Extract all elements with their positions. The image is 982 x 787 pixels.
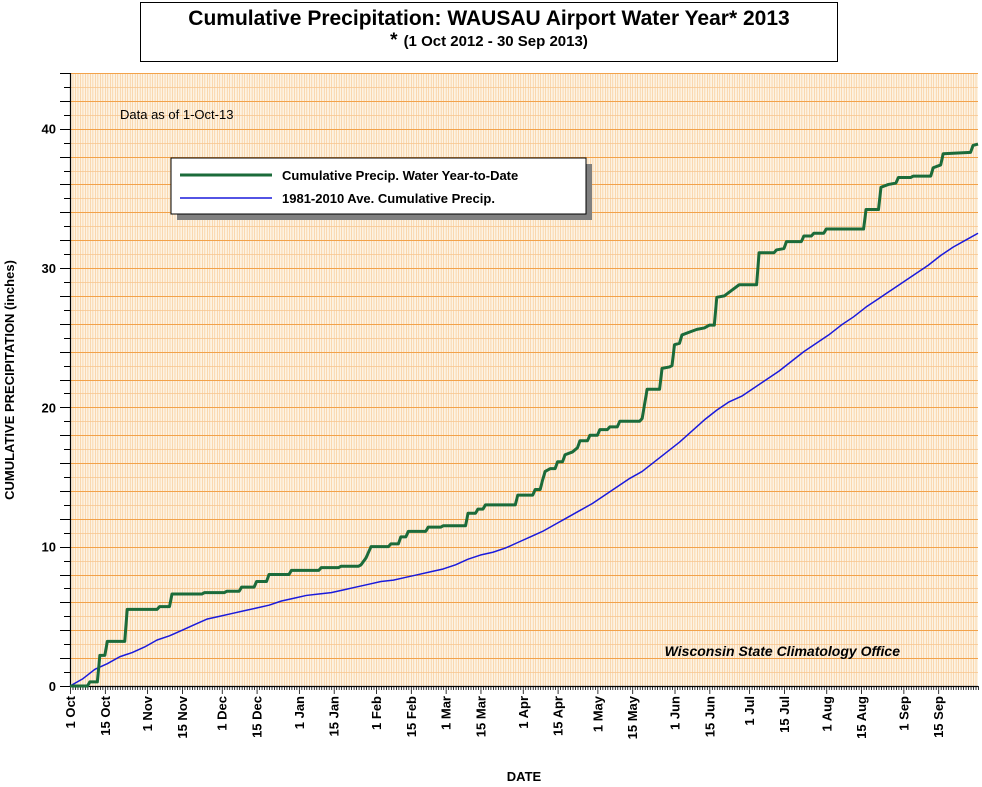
legend: Cumulative Precip. Water Year-to-Date 19… — [170, 157, 592, 220]
x-tick-label: 1 Jan — [292, 696, 307, 729]
series-lines — [69, 142, 979, 688]
x-tick-label: 1 Sep — [896, 696, 911, 731]
data-as-of-annotation: Data as of 1-Oct-13 — [120, 107, 233, 122]
legend-label-actual: Cumulative Precip. Water Year-to-Date — [282, 168, 518, 183]
subtitle-date-range: (1 Oct 2012 - 30 Sep 2013) — [403, 33, 588, 50]
x-tick-label: 15 Dec — [250, 696, 265, 738]
series-line-normal — [69, 232, 979, 687]
x-tick-label: 15 Jul — [777, 696, 792, 733]
x-tick-label: 1 Nov — [140, 695, 155, 731]
y-axis-ticks: 0 10 20 30 40 — [42, 73, 70, 694]
y-tick-label: 40 — [42, 122, 56, 137]
x-tick-label: 15 Sep — [931, 696, 946, 738]
x-tick-label: 15 Jun — [702, 696, 717, 737]
y-tick-label: 30 — [42, 261, 56, 276]
x-tick-label: 1 Dec — [215, 696, 230, 731]
y-tick-label: 20 — [42, 400, 56, 415]
chart-title-box: Cumulative Precipitation: WAUSAU Airport… — [140, 2, 838, 62]
x-tick-label: 1 Oct — [63, 695, 78, 728]
x-tick-label: 15 Feb — [404, 696, 419, 737]
x-tick-label: 15 May — [625, 695, 640, 739]
x-tick-label: 1 Jul — [742, 696, 757, 726]
legend-label-normal: 1981-2010 Ave. Cumulative Precip. — [282, 191, 495, 206]
subtitle-asterisk: * — [390, 30, 398, 51]
x-tick-label: 1 May — [590, 695, 605, 732]
chart-title: Cumulative Precipitation: WAUSAU Airport… — [188, 7, 790, 30]
x-tick-label: 15 Mar — [473, 696, 488, 737]
series-line-actual — [70, 142, 979, 688]
x-tick-label: 1 Mar — [439, 696, 454, 730]
x-tick-label: 1 Feb — [369, 696, 384, 730]
y-tick-label: 10 — [42, 540, 56, 555]
x-tick-label: 1 Aug — [819, 696, 834, 732]
y-axis-title: CUMULATIVE PRECIPITATION (inches) — [2, 260, 17, 500]
x-tick-label: 1 Jun — [668, 696, 683, 730]
chart-subtitle: * (1 Oct 2012 - 30 Sep 2013) — [141, 31, 837, 52]
x-tick-label: 15 Oct — [98, 695, 113, 735]
x-tick-label: 15 Aug — [854, 696, 869, 739]
x-axis-title: DATE — [507, 769, 542, 784]
x-tick-label: 15 Apr — [551, 696, 566, 736]
x-tick-label: 1 Apr — [516, 696, 531, 729]
y-tick-label: 0 — [49, 679, 56, 694]
x-axis-ticks: 1 Oct 15 Oct 1 Nov 15 Nov 1 Dec 15 Dec 1 Jan 15… — [63, 686, 979, 739]
legend-box — [170, 157, 587, 215]
x-tick-label: 15 Jan — [327, 696, 342, 737]
credit-text: Wisconsin State Climatology Office — [665, 643, 901, 659]
x-tick-label: 15 Nov — [175, 695, 190, 738]
